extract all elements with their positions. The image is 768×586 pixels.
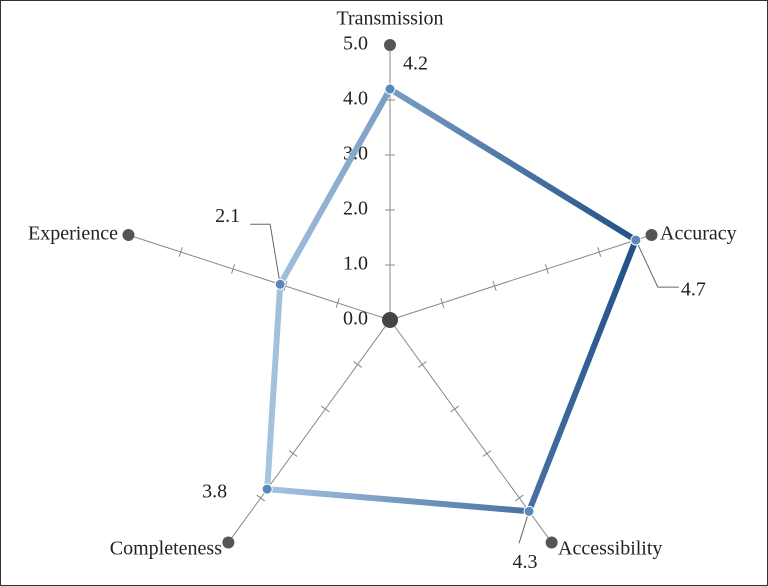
axis-end-dot [384, 39, 396, 51]
tick-label: 2.0 [343, 198, 368, 220]
axis-line [128, 234, 391, 321]
category-label: Accessibility [558, 538, 662, 560]
axis-end-dot [645, 229, 658, 242]
axis-line [389, 234, 652, 321]
tick-mark [544, 264, 549, 274]
tick-label: 5.0 [343, 33, 368, 55]
data-point [523, 505, 535, 517]
axis-end-dot [222, 536, 235, 549]
tick-mark [514, 494, 524, 502]
axis-line [389, 319, 553, 543]
category-label: Accuracy [660, 223, 737, 245]
category-label: Experience [28, 223, 118, 245]
category-label: Transmission [336, 8, 443, 30]
value-label: 3.8 [202, 481, 227, 503]
radar-line [264, 86, 639, 515]
tick-mark [178, 247, 183, 257]
leader-line [635, 239, 679, 288]
tick-mark [321, 405, 330, 413]
tick-label: 0.0 [343, 308, 368, 330]
axis-end-dot [545, 536, 558, 549]
tick-mark [231, 264, 236, 274]
leader-line [250, 223, 281, 285]
value-label: 2.1 [215, 205, 240, 227]
tick-mark [256, 494, 266, 502]
tick-mark [597, 247, 602, 257]
data-point [384, 83, 396, 95]
axis-end-dot [122, 229, 135, 242]
data-point [261, 483, 273, 495]
tick-mark [450, 405, 459, 413]
data-point [274, 278, 286, 290]
value-label: 4.7 [681, 279, 706, 301]
value-label: 4.3 [513, 551, 538, 573]
tick-mark [482, 450, 492, 457]
value-label: 4.2 [403, 53, 428, 75]
tick-label: 1.0 [343, 253, 368, 275]
data-point [630, 234, 642, 246]
axis-line [227, 319, 391, 543]
tick-mark [288, 450, 298, 457]
category-label: Completeness [110, 538, 222, 560]
tick-label: 4.0 [343, 88, 368, 110]
center-dot [382, 312, 398, 328]
tick-mark [335, 298, 340, 308]
leader-line [518, 511, 530, 544]
tick-mark [353, 361, 363, 368]
tick-mark [440, 298, 445, 308]
tick-mark [417, 361, 427, 368]
tick-mark [492, 281, 497, 291]
